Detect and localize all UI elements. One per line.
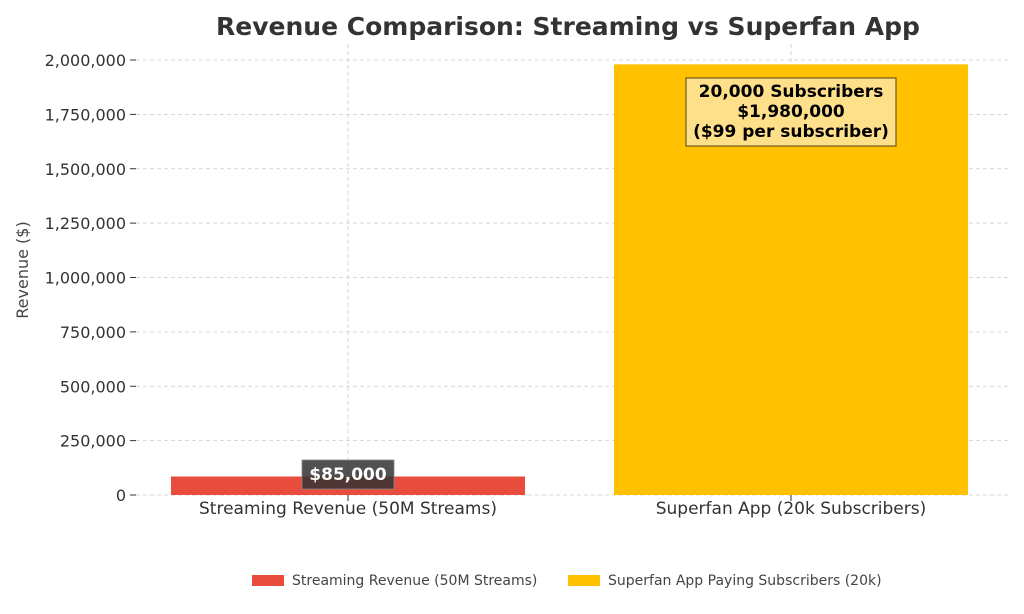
annotation-box bbox=[685, 77, 897, 147]
y-tick-label: 0 bbox=[116, 486, 126, 505]
annotation-box bbox=[301, 459, 395, 490]
y-tick-label: 1,500,000 bbox=[45, 160, 126, 179]
legend-swatch bbox=[252, 575, 284, 586]
legend-label: Superfan App Paying Subscribers (20k) bbox=[608, 573, 882, 589]
x-axis-ticks: Streaming Revenue (50M Streams) Superfan … bbox=[199, 495, 926, 519]
legend: Streaming Revenue (50M Streams) Superfan … bbox=[252, 573, 882, 589]
y-axis-ticks: 0 250,000 500,000 750,000 1,000,000 1,250,000… bbox=[45, 51, 136, 505]
y-tick-label: 1,000,000 bbox=[45, 269, 126, 288]
y-tick-label: 2,000,000 bbox=[45, 51, 126, 70]
y-axis-label: Revenue ($) bbox=[13, 221, 32, 318]
annotation-label: $1,980,000 bbox=[737, 102, 845, 122]
y-tick-label: 1,750,000 bbox=[45, 105, 126, 124]
legend-label: Streaming Revenue (50M Streams) bbox=[292, 573, 537, 589]
annotation-label: 20,000 Subscribers bbox=[699, 82, 884, 102]
chart-title: Revenue Comparison: Streaming vs Superfa… bbox=[216, 12, 920, 41]
y-tick-label: 250,000 bbox=[60, 432, 126, 451]
y-tick-label: 750,000 bbox=[60, 323, 126, 342]
annotations: $85,000 20,000 Subscribers$1,980,000($99 … bbox=[301, 77, 897, 490]
x-tick-label: Superfan App (20k Subscribers) bbox=[656, 499, 927, 519]
x-tick-label: Streaming Revenue (50M Streams) bbox=[199, 499, 497, 519]
y-tick-label: 500,000 bbox=[60, 377, 126, 396]
legend-swatch bbox=[568, 575, 600, 586]
annotation-label: ($99 per subscriber) bbox=[693, 122, 889, 142]
y-tick-label: 1,250,000 bbox=[45, 214, 126, 233]
annotation-label: $85,000 bbox=[309, 465, 387, 485]
